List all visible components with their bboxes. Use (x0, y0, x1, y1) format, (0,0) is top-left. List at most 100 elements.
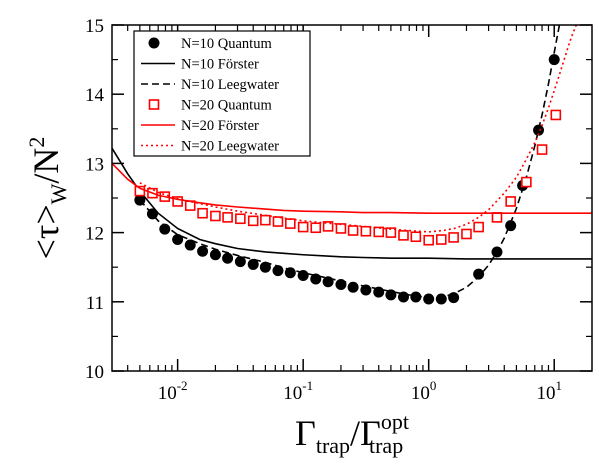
x-tick-base: 10 (411, 383, 430, 404)
data-point (235, 213, 246, 225)
data-point (347, 225, 359, 236)
x-tick-label: 10-2 (158, 378, 188, 404)
legend-entry: N=20 Quantum (148, 98, 272, 114)
y-axis-title-sub: W (46, 183, 71, 204)
data-point (521, 176, 532, 188)
data-point (297, 221, 309, 233)
y-axis-title: <τ>W/N2 (24, 137, 71, 260)
legend-label: N=20 Förster (181, 118, 259, 134)
series-n-20-quantum (134, 109, 562, 246)
data-point (259, 261, 271, 273)
legend-label: N=20 Quantum (181, 98, 272, 114)
data-point (260, 214, 271, 226)
data-point (210, 210, 221, 222)
x-tick-exponent: -1 (302, 378, 313, 393)
data-point (159, 223, 171, 235)
legend-label: N=10 Förster (181, 57, 259, 73)
x-axis-title-sub2: trap (369, 433, 403, 458)
data-point (222, 212, 233, 223)
data-point (322, 221, 334, 232)
data-point (310, 222, 322, 234)
x-tick-base: 10 (158, 383, 177, 404)
y-tick-label: 13 (85, 154, 104, 175)
data-point (197, 207, 208, 219)
x-tick-label: 10-1 (283, 378, 313, 404)
data-point (247, 258, 259, 270)
series-n-10-f-rster (112, 147, 592, 260)
data-point (435, 234, 447, 245)
series-n-10-leegwater (139, 25, 561, 299)
legend-entry: N=20 Förster (141, 118, 259, 134)
data-point (448, 232, 459, 243)
data-point (184, 239, 196, 251)
x-tick-label: 101 (536, 378, 562, 404)
data-point (505, 196, 516, 207)
data-point (172, 196, 183, 207)
legend-entry: N=10 Förster (141, 57, 259, 73)
data-point (491, 212, 503, 223)
x-tick-label: 100 (411, 378, 437, 404)
data-point (398, 230, 409, 241)
y-tick-label: 12 (85, 224, 104, 245)
series-layer (112, 25, 592, 305)
series-n-20-f-rster (112, 162, 592, 215)
x-tick-base: 10 (283, 383, 302, 404)
data-point (272, 265, 284, 277)
x-tick-base: 10 (536, 383, 555, 404)
data-point (209, 249, 221, 261)
data-point (360, 225, 372, 237)
x-axis-title: Γtrap/Γopt trap (295, 409, 409, 458)
series-line (139, 25, 561, 299)
data-point (285, 218, 296, 229)
plot-frame (111, 24, 593, 372)
data-point (473, 221, 484, 233)
series-line (112, 162, 592, 215)
x-axis-title-div: /Γ (350, 413, 381, 453)
data-point (335, 223, 347, 234)
legend-entry: N=20 Leegwater (141, 139, 279, 155)
data-point (197, 245, 209, 257)
data-point (435, 293, 447, 305)
series-line (112, 147, 592, 260)
data-point (423, 293, 435, 305)
x-tick-exponent: 1 (555, 378, 562, 393)
data-point (284, 267, 296, 279)
data-point (373, 286, 385, 298)
x-axis-title-sub: trap (316, 433, 350, 458)
data-point (410, 231, 422, 243)
svg-text:<τ>W/N2: <τ>W/N2 (24, 137, 71, 260)
data-point (548, 54, 560, 66)
data-point (423, 234, 434, 246)
legend-label: N=10 Leegwater (181, 77, 279, 93)
y-axis-title-sup: 2 (24, 137, 49, 148)
legend: N=10 Quantum N=10 Förster N=10 Leegwater N=… (133, 30, 311, 157)
y-tick-label: 14 (85, 85, 105, 106)
y-axis-title-main: <τ> (26, 204, 66, 259)
data-point (410, 291, 422, 303)
legend-entry: N=10 Quantum (148, 36, 272, 52)
legend-box (133, 30, 311, 157)
data-point (533, 124, 545, 136)
data-point (272, 216, 284, 227)
y-tick-label: 11 (86, 293, 104, 314)
x-axis-title-sup: opt (381, 409, 409, 434)
x-axis-title-main: Γ (295, 413, 316, 453)
data-point (172, 234, 184, 246)
x-tick-exponent: 0 (430, 378, 437, 393)
data-point (550, 109, 562, 121)
data-point (234, 256, 246, 268)
data-point (222, 252, 234, 264)
y-tick-label: 15 (85, 16, 104, 37)
data-point (461, 228, 472, 240)
data-point (385, 227, 397, 238)
legend-marker (148, 37, 160, 49)
x-tick-exponent: -2 (177, 378, 188, 393)
legend-label: N=10 Quantum (181, 36, 272, 52)
data-point (360, 284, 372, 296)
data-point (373, 226, 385, 238)
legend-entry: N=10 Leegwater (141, 77, 279, 93)
data-point (536, 144, 548, 155)
data-point (134, 185, 146, 197)
